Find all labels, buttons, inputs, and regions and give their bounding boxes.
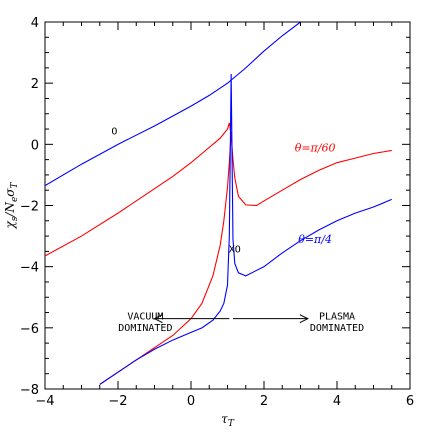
x-tick-label: 0: [187, 394, 195, 409]
y-axis-label: χs/NeσT: [3, 182, 20, 230]
arrow-head-1: [299, 314, 309, 324]
y-tick-label: −6: [20, 322, 39, 337]
y-tick-label: 4: [31, 16, 39, 31]
y-tick-label: 0: [31, 138, 39, 153]
annotation-1: θ=π/60: [295, 141, 336, 154]
annotation-7: DOMINATED: [310, 323, 364, 334]
annotation-3: XO: [229, 244, 241, 255]
annotation-4: VACUUM: [127, 312, 163, 323]
annotation-6: PLASMA: [319, 312, 355, 323]
y-tick-label: 2: [31, 77, 39, 92]
series-line-0: [45, 22, 301, 187]
y-tick-label: −4: [20, 261, 39, 276]
series-line-3: [99, 73, 392, 385]
x-tick-label: 4: [333, 394, 341, 409]
arrow-head-0: [153, 314, 163, 324]
series-line-2: [99, 132, 232, 385]
x-axis-label: τT: [221, 412, 235, 429]
y-tick-label: −2: [20, 200, 39, 215]
x-tick-label: −4: [35, 394, 54, 409]
plot-area: Oθ=π/60θ=π/4XOVACUUMDOMINATEDPLASMADOMIN…: [44, 21, 411, 390]
annotation-0: O: [111, 127, 117, 138]
annotation-2: θ=π/4: [298, 233, 332, 246]
x-tick-label: 2: [260, 394, 268, 409]
series-line-1: [45, 122, 392, 257]
axis-ticks: −4 −2 0 2 4 6 −8 −6 −4 −2 0 2 4: [20, 16, 414, 409]
axis-labels: τT χs/NeσT: [3, 182, 235, 429]
curves: [45, 22, 392, 385]
x-tick-label: 6: [406, 394, 414, 409]
y-tick-label: −8: [20, 383, 39, 398]
annotation-5: DOMINATED: [118, 323, 172, 334]
x-tick-label: −2: [108, 394, 127, 409]
